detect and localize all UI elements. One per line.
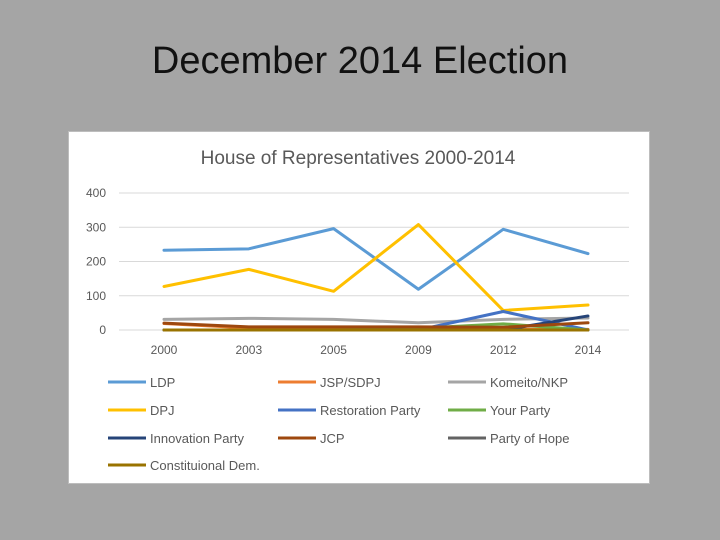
series-line-komeito-nkp <box>162 316 590 325</box>
chart-series-lines <box>162 223 590 332</box>
legend-label: LDP <box>150 375 175 390</box>
x-tick-label: 2000 <box>151 343 178 357</box>
chart-title: House of Representatives 2000-2014 <box>201 148 516 169</box>
chart-gridlines <box>119 192 629 331</box>
y-tick-label: 200 <box>86 255 106 269</box>
x-tick-label: 2014 <box>575 343 602 357</box>
chart-frame: House of Representatives 2000-2014 0 100 2… <box>68 131 650 484</box>
x-tick-label: 2009 <box>405 343 432 357</box>
y-tick-label: 300 <box>86 220 106 234</box>
legend-label: JSP/SDPJ <box>320 375 381 390</box>
legend-label: Party of Hope <box>490 431 570 446</box>
chart-legend: LDP JSP/SDPJ Komeito/NKP DPJ Restoration Par… <box>108 375 570 473</box>
y-tick-label: 100 <box>86 289 106 303</box>
line-chart: House of Representatives 2000-2014 0 100 2… <box>86 148 629 473</box>
series-line-jcp <box>162 321 590 329</box>
legend-label: Restoration Party <box>320 403 421 418</box>
legend-label: Komeito/NKP <box>490 375 568 390</box>
series-line-dpj <box>162 223 590 312</box>
legend-label: Your Party <box>490 403 551 418</box>
legend-label: DPJ <box>150 403 175 418</box>
x-tick-label: 2012 <box>490 343 517 357</box>
slide-title: December 2014 Election <box>151 40 569 82</box>
x-tick-label: 2005 <box>320 343 347 357</box>
y-tick-label: 0 <box>99 323 106 337</box>
y-tick-label: 400 <box>86 186 106 200</box>
legend-label: Constituional Dem. <box>150 458 260 473</box>
x-axis-ticks: 2000 2003 2005 2009 2012 2014 <box>151 343 602 357</box>
y-axis-ticks: 0 100 200 300 400 <box>86 186 106 337</box>
x-tick-label: 2003 <box>235 343 262 357</box>
legend-label: JCP <box>320 431 345 446</box>
legend-label: Innovation Party <box>150 431 244 446</box>
